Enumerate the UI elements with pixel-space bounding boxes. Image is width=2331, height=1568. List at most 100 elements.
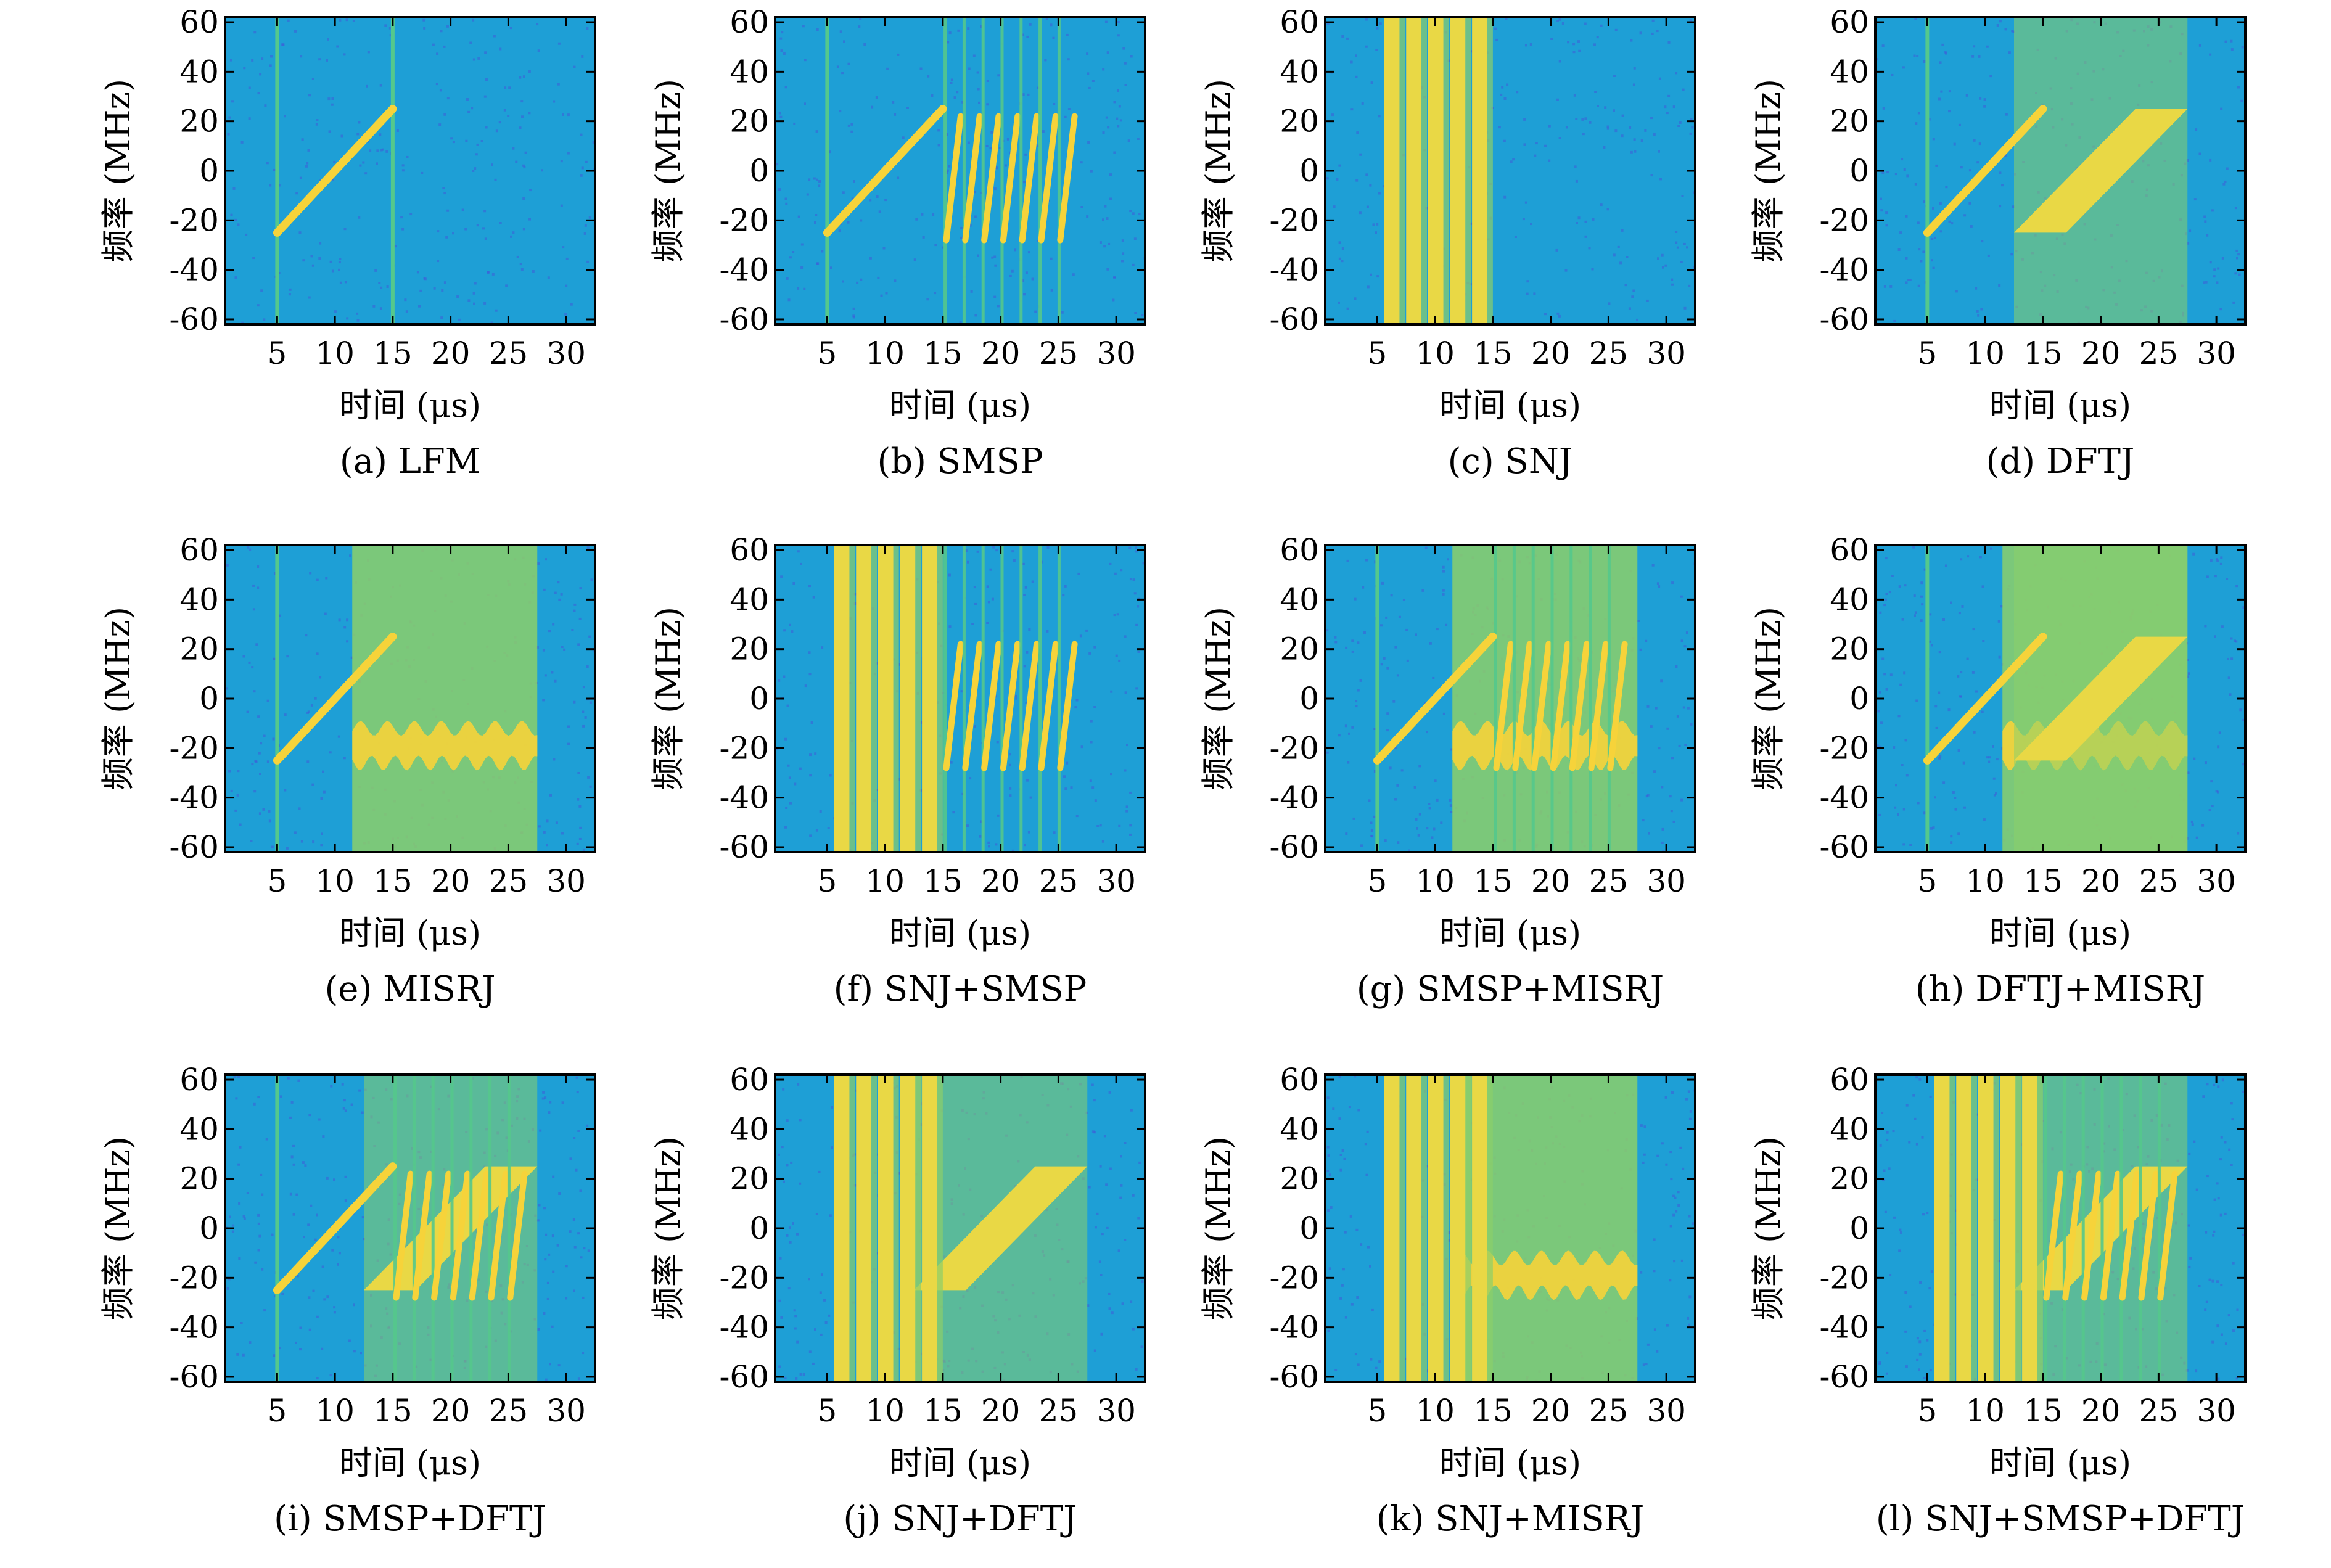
x-tick-label: 20	[1531, 863, 1571, 899]
plot-area	[1875, 17, 2245, 324]
dftj-parallelogram	[914, 1166, 1088, 1291]
lfm-signal	[823, 17, 947, 324]
x-tick-label: 5	[1917, 863, 1937, 899]
dftj-parallelogram	[2014, 636, 2188, 761]
spectrogram-svg: -60 -40 -20 0 20 40 60 5 10 15 20 25 30 时间 (μs) 频率 (MH…	[99, 4, 596, 425]
spectrogram-figure: -60 -40 -20 0 20 40 60 5 10 15 20 25 30 时间 (μs) 频率 (MH…	[99, 4, 2258, 1539]
x-tick-label: 30	[546, 863, 586, 899]
x-tick-label: 20	[2081, 863, 2121, 899]
y-tick-label: -40	[169, 780, 219, 816]
x-tick-label: 15	[1473, 863, 1513, 899]
x-tick-label: 20	[1531, 1393, 1571, 1429]
x-tick-label: 25	[1039, 863, 1079, 899]
y-tick-label: -40	[1269, 252, 1319, 288]
y-tick-label: 40	[179, 54, 219, 89]
smsp-chirp	[2043, 1170, 2064, 1301]
y-axis-label: 频率 (MHz)	[99, 79, 138, 263]
x-axis-label: 时间 (μs)	[1989, 386, 2131, 425]
dftj-region	[2014, 545, 2188, 852]
y-tick-label: -60	[1269, 302, 1319, 337]
x-tick-label: 10	[1965, 863, 2005, 899]
x-tick-label: 10	[865, 863, 905, 899]
y-tick-label: 0	[199, 681, 219, 716]
y-tick-label: 40	[179, 581, 219, 617]
plot-area	[1325, 1075, 1695, 1382]
snj-stripe	[878, 545, 894, 852]
y-tick-label: 0	[1299, 681, 1319, 716]
y-tick-label: -60	[169, 829, 219, 865]
x-tick-label: 5	[267, 335, 287, 371]
y-tick-label: 20	[1280, 631, 1319, 667]
snj-stripe	[834, 1075, 850, 1382]
snj-gap	[871, 1075, 877, 1382]
plot-area	[775, 545, 1145, 852]
x-tick-label: 15	[373, 335, 413, 371]
x-axis-label: 时间 (μs)	[889, 1443, 1031, 1482]
y-tick-label: 60	[1830, 532, 1869, 568]
x-tick-label: 15	[923, 1393, 963, 1429]
x-axis-label: 时间 (μs)	[889, 386, 1031, 425]
snj-stripe	[1406, 17, 1422, 324]
x-axis-label: 时间 (μs)	[1989, 1443, 2131, 1482]
y-tick-label: -20	[1819, 1260, 1869, 1295]
x-tick-label: 25	[489, 863, 528, 899]
smsp-chirp	[1588, 641, 1609, 771]
y-tick-label: -60	[719, 829, 769, 865]
spectrogram-svg: -60 -40 -20 0 20 40 60 5 10 15 20 25 30 时间 (μs) 频率 (MH…	[649, 532, 1146, 953]
x-tick-label: 15	[373, 863, 413, 899]
snj-gap	[915, 545, 921, 852]
smsp-chirp	[1019, 113, 1040, 244]
x-tick-label: 25	[2139, 1393, 2179, 1429]
smsp-chirp	[1038, 641, 1059, 771]
smsp-chirp	[507, 1170, 528, 1301]
snj-region	[1934, 1075, 2043, 1382]
smsp-chirp	[412, 1170, 433, 1301]
y-tick-label: 20	[1280, 104, 1319, 139]
y-tick-label: -40	[719, 780, 769, 816]
snj-stripe	[1978, 1075, 1994, 1382]
spectrogram-panel: -60 -40 -20 0 20 40 60 5 10 15 20 25 30 时间 (μs) 频率 (MH…	[1733, 1062, 2258, 1568]
snj-gap	[2015, 1075, 2021, 1382]
x-tick-label: 10	[1965, 1393, 2005, 1429]
y-tick-label: -40	[719, 252, 769, 288]
lfm-chirp-line	[823, 105, 947, 237]
snj-gap	[1487, 17, 1493, 324]
snj-stripe	[900, 1075, 916, 1382]
x-tick-label: 20	[1531, 335, 1571, 371]
smsp-region	[943, 17, 1078, 324]
y-axis-label: 频率 (MHz)	[1199, 79, 1238, 263]
snj-gap	[915, 1075, 921, 1382]
smsp-chirp	[2157, 1170, 2178, 1301]
spectrogram-svg: -60 -40 -20 0 20 40 60 5 10 15 20 25 30 时间 (μs) 频率 (MH…	[649, 4, 1146, 425]
y-tick-label: 0	[1849, 681, 1869, 716]
y-tick-label: -20	[1269, 730, 1319, 766]
x-tick-label: 20	[981, 335, 1021, 371]
lfm-signal	[1923, 17, 2047, 324]
x-tick-label: 25	[489, 1393, 528, 1429]
spectrogram-panel: -60 -40 -20 0 20 40 60 5 10 15 20 25 30 时间 (μs) 频率 (MH…	[633, 532, 1157, 1038]
y-tick-label: -60	[169, 302, 219, 337]
snj-gap	[1949, 1075, 1955, 1382]
y-tick-label: 40	[1280, 54, 1319, 89]
smsp-chirp	[1569, 641, 1590, 771]
snj-stripe	[1428, 17, 1444, 324]
x-tick-label: 15	[2023, 863, 2063, 899]
x-tick-label: 10	[1965, 335, 2005, 371]
y-tick-label: 20	[730, 104, 769, 139]
lfm-chirp-line	[273, 633, 397, 765]
plot-area	[775, 17, 1145, 324]
snj-gap	[1993, 1075, 1999, 1382]
spectrogram-panel: -60 -40 -20 0 20 40 60 5 10 15 20 25 30 时间 (μs) 频率 (MH…	[1733, 532, 2258, 1038]
x-tick-label: 30	[1096, 1393, 1136, 1429]
y-tick-label: 40	[1280, 1111, 1319, 1147]
snj-stripe	[900, 545, 916, 852]
snj-region	[834, 545, 943, 852]
snj-stripe	[1934, 1075, 1950, 1382]
snj-stripe	[1472, 1075, 1487, 1382]
y-tick-label: -20	[1819, 202, 1869, 238]
smsp-chirp	[943, 641, 964, 771]
snj-stripe	[878, 1075, 894, 1382]
x-tick-label: 30	[546, 1393, 586, 1429]
y-tick-label: -60	[1819, 829, 1869, 865]
y-tick-label: -20	[1819, 730, 1869, 766]
